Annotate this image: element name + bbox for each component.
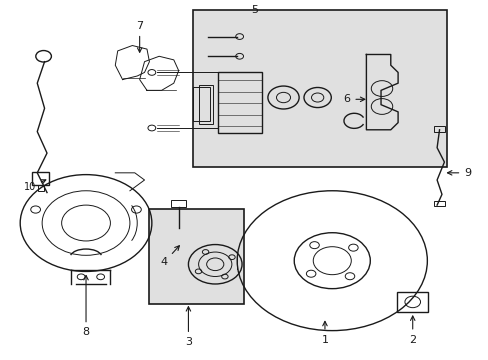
Bar (433, 126, 445, 132)
Bar (149, 209, 244, 304)
Bar (199, 85, 212, 125)
Text: 9: 9 (447, 168, 470, 178)
Text: 4: 4 (160, 246, 179, 267)
Text: 6: 6 (343, 94, 364, 104)
Bar (171, 200, 185, 207)
Bar (32, 172, 49, 185)
Bar (193, 10, 446, 167)
Bar (38, 185, 43, 191)
Text: 3: 3 (184, 307, 191, 347)
Bar (217, 72, 261, 134)
Bar (396, 292, 427, 312)
Text: 8: 8 (82, 275, 89, 337)
Bar (193, 87, 210, 121)
Text: 10: 10 (24, 180, 46, 192)
Text: 7: 7 (136, 21, 143, 52)
Text: 2: 2 (408, 316, 415, 345)
Bar (433, 201, 445, 206)
Text: 1: 1 (321, 321, 328, 345)
Text: 5: 5 (250, 5, 257, 15)
